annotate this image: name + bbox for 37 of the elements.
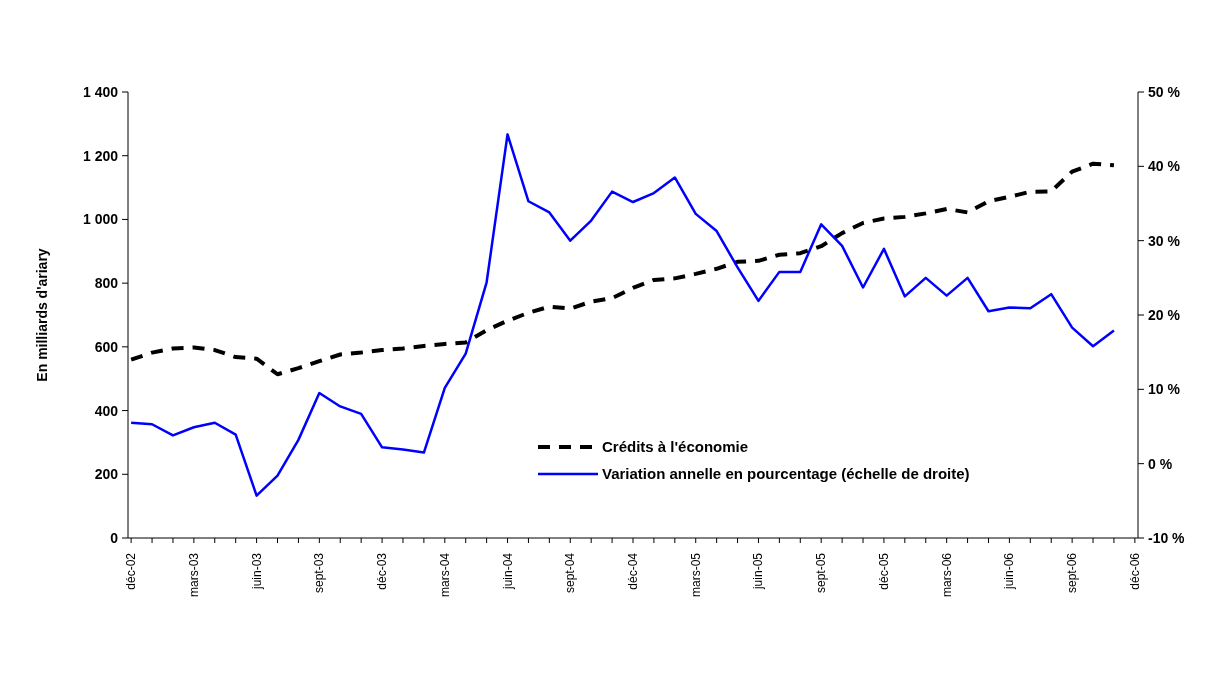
y2-tick-label: 30 % — [1148, 232, 1181, 249]
y-tick-label: 1 000 — [82, 211, 119, 228]
x-tick-label: sept-05 — [814, 552, 829, 594]
x-tick-label: juin-05 — [751, 552, 766, 591]
line-series — [129, 133, 1116, 497]
y-tick-label: 800 — [94, 275, 119, 292]
legend-label: Variation annelle en pourcentage (échelle de droite) — [602, 465, 970, 482]
x-tick-label: mars-05 — [688, 552, 703, 598]
y-axis-title: En milliards d'ariary — [33, 248, 50, 382]
y-tick-label: 1 200 — [82, 147, 119, 164]
x-tick-label: sept-04 — [563, 552, 578, 594]
x-tick-label: déc-05 — [876, 552, 891, 590]
x-tick-label: mars-04 — [437, 552, 452, 598]
y-tick-label: 200 — [94, 466, 119, 483]
x-tick-label: sept-03 — [312, 552, 327, 594]
y2-tick-label: -10 % — [1148, 530, 1186, 546]
x-tick-label: déc-06 — [1127, 552, 1142, 590]
y-tick-label: 1 400 — [82, 84, 119, 100]
y2-tick-label: 0 % — [1148, 455, 1173, 472]
y-tick-label: 400 — [94, 402, 119, 419]
line-series — [129, 161, 1116, 377]
y2-tick-label: 40 % — [1148, 158, 1181, 175]
y2-tick-label: 10 % — [1148, 381, 1181, 398]
x-tick-label: mars-03 — [186, 552, 201, 598]
x-tick-label: mars-06 — [939, 552, 954, 598]
x-tick-label: déc-03 — [375, 552, 390, 590]
y-tick-label: 0 — [110, 530, 119, 546]
x-tick-label: juin-04 — [500, 552, 515, 591]
x-tick-label: déc-04 — [626, 552, 640, 590]
legend-label: Crédits à l'économie — [602, 438, 749, 455]
x-tick-label: sept-06 — [1065, 552, 1080, 594]
y-tick-label: 600 — [94, 338, 119, 355]
y2-tick-label: 20 % — [1148, 307, 1181, 323]
y2-tick-label: 50 % — [1148, 84, 1181, 100]
x-tick-label: juin-06 — [1002, 552, 1017, 591]
x-tick-label: déc-02 — [124, 552, 139, 590]
x-tick-label: juin-03 — [249, 552, 264, 591]
